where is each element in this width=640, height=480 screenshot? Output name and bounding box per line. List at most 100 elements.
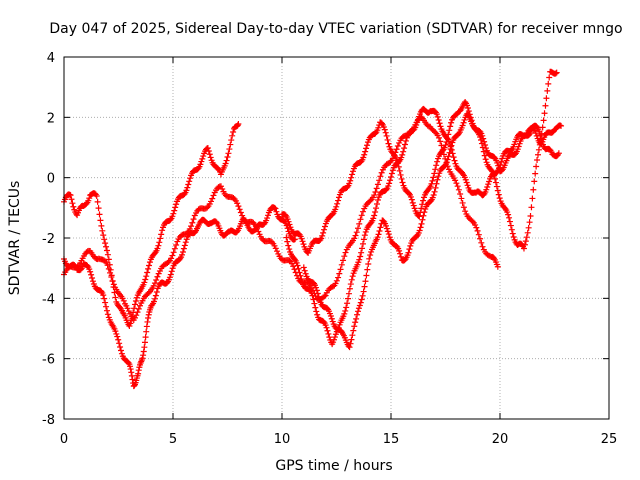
data-point [217,183,224,190]
data-point [95,205,102,212]
data-point [103,307,110,314]
data-point [102,240,109,247]
data-point [383,132,390,139]
data-point [354,311,361,318]
data-point [331,336,338,343]
data-point [405,249,412,256]
data-point [359,240,366,247]
data-point [443,159,450,166]
data-point [319,232,326,239]
data-point [142,334,149,341]
data-point [413,233,420,240]
data-point [105,256,112,263]
data-point [186,225,193,232]
data-point [153,276,160,283]
data-point [430,174,437,181]
x-tick-label: 25 [601,432,618,447]
y-tick-label: -6 [42,353,55,368]
data-point [430,192,437,199]
data-point [105,265,112,272]
data-point [477,235,484,242]
data-point [376,177,383,184]
data-point [310,296,317,303]
data-point [358,296,365,303]
data-point [284,225,291,232]
data-point [286,221,293,228]
data-point [288,260,295,267]
data-point [507,222,514,229]
data-point [498,158,505,165]
data-point [381,126,388,133]
data-point [284,238,291,245]
data-point [157,235,164,242]
data-point [534,151,541,158]
data-point [146,262,153,269]
data-point [429,194,436,201]
data-point [420,212,427,219]
data-point [141,339,148,346]
data-point [171,207,178,214]
data-point [348,336,355,343]
data-point [362,228,369,235]
data-point [494,263,501,270]
data-point [321,226,328,233]
data-point [115,336,122,343]
data-point [103,303,110,310]
data-point [286,257,293,264]
data-point [285,242,292,249]
data-point [154,273,161,280]
data-point [209,195,216,202]
data-point [359,208,366,215]
data-point [159,227,166,234]
data-point [346,180,353,187]
data-point [530,186,537,193]
data-point [114,333,121,340]
data-point [173,242,180,249]
data-point [399,179,406,186]
data-point [362,148,369,155]
data-point [134,309,141,316]
data-point [494,187,501,194]
y-tick-label: 4 [47,51,55,66]
data-point [446,127,453,134]
data-point [128,369,135,376]
y-axis-label: SDTVAR / TECUs [7,181,23,296]
data-point [387,177,394,184]
data-point [321,293,328,300]
data-point [354,308,361,315]
data-point [190,216,197,223]
data-point [132,314,139,321]
data-point [442,142,449,149]
data-point [179,251,186,258]
data-point [361,151,368,158]
data-point [482,156,489,163]
data-point [486,178,493,185]
data-point [145,265,152,272]
data-point [543,95,550,102]
data-point [459,171,466,178]
data-point [480,135,487,142]
data-point [349,332,356,339]
data-point [272,205,279,212]
data-point [349,171,356,178]
data-point [235,203,242,210]
data-point [324,327,331,334]
data-point [104,251,111,258]
data-point [293,259,300,266]
data-point [491,172,498,179]
data-point [145,289,152,296]
data-point [210,192,217,199]
x-tick-label: 15 [383,432,400,447]
data-point [473,224,480,231]
data-point [127,363,134,370]
data-point [388,170,395,177]
data-point [509,230,516,237]
data-point [168,255,175,262]
data-point [296,269,303,276]
data-point [394,143,401,150]
series-1 [61,120,242,330]
y-tick-label: 0 [47,172,55,187]
data-point [539,124,546,131]
data-point [127,366,134,373]
data-point [145,315,152,322]
